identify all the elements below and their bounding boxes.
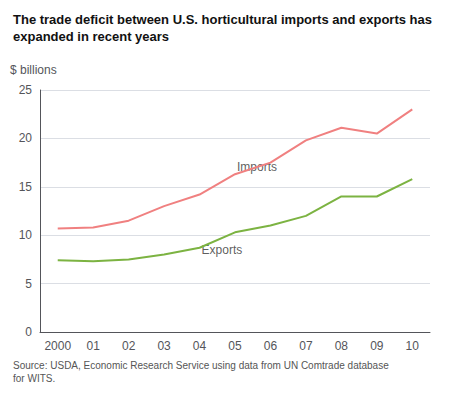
svg-text:02: 02 <box>122 339 136 353</box>
svg-text:Exports: Exports <box>201 242 243 257</box>
svg-text:15: 15 <box>19 180 33 194</box>
svg-text:20: 20 <box>19 131 33 145</box>
svg-text:2000: 2000 <box>44 339 71 353</box>
svg-text:10: 10 <box>406 339 420 353</box>
svg-text:10: 10 <box>19 228 33 242</box>
svg-text:Imports: Imports <box>237 160 277 175</box>
svg-text:06: 06 <box>264 339 278 353</box>
svg-text:0: 0 <box>25 325 32 339</box>
svg-text:expanded in recent years: expanded in recent years <box>13 29 169 44</box>
svg-text:Source: USDA, Economic Researc: Source: USDA, Economic Research Service … <box>13 360 392 371</box>
svg-text:08: 08 <box>335 339 349 353</box>
svg-text:5: 5 <box>25 277 32 291</box>
svg-text:04: 04 <box>193 339 207 353</box>
svg-text:for WITS.: for WITS. <box>13 373 55 384</box>
svg-text:25: 25 <box>19 83 33 97</box>
svg-text:05: 05 <box>228 339 242 353</box>
svg-text:The trade deficit between U.S.: The trade deficit between U.S. horticult… <box>13 12 436 27</box>
svg-text:01: 01 <box>87 339 101 353</box>
svg-text:03: 03 <box>157 339 171 353</box>
svg-text:$ billions: $ billions <box>10 63 57 77</box>
svg-text:07: 07 <box>299 339 313 353</box>
svg-text:09: 09 <box>370 339 384 353</box>
